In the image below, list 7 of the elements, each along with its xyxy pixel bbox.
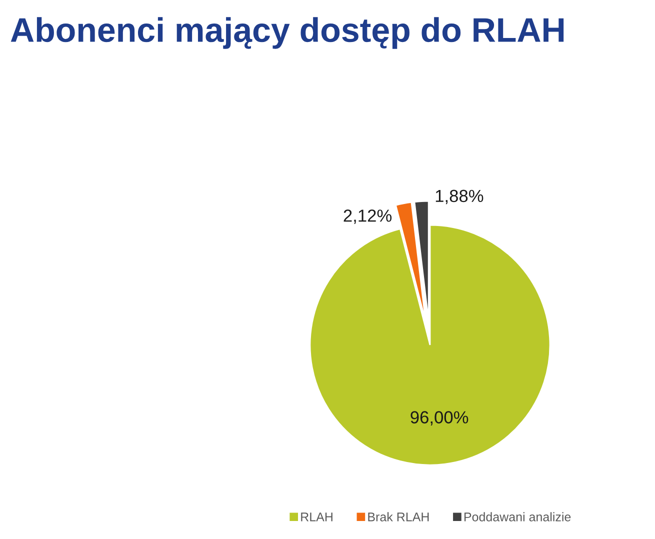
- data-label: 1,88%: [436, 190, 484, 204]
- legend-label: Brak RLAH: [368, 512, 429, 522]
- data-label: 2,12%: [344, 210, 392, 224]
- legend-label: RLAH: [301, 512, 332, 522]
- data-label: 96,00%: [410, 411, 468, 426]
- chart-title: Abonenci mający dostęp do RLAH: [10, 17, 564, 49]
- legend-label: Poddawani analizie: [464, 512, 571, 522]
